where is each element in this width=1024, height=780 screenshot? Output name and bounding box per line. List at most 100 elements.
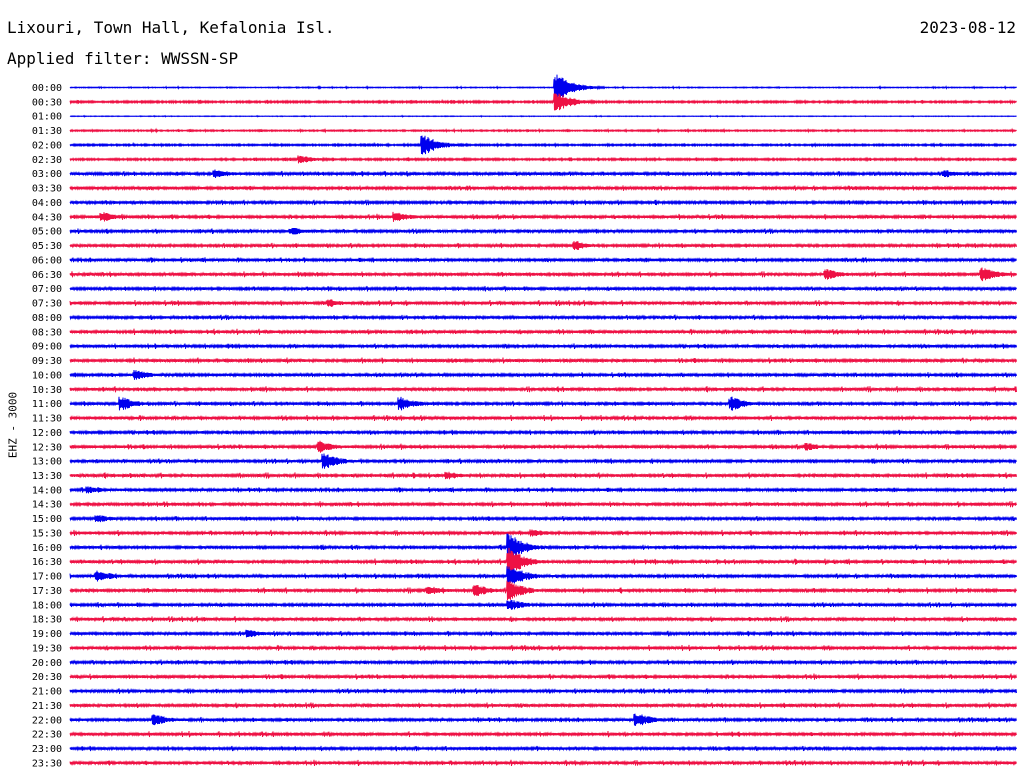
time-tick-label: 19:30 [32,643,62,654]
trace-line [69,702,1017,709]
trace-line [69,127,1017,134]
time-tick-label: 10:30 [32,385,62,396]
trace-line [69,135,1017,155]
time-tick-label: 02:00 [32,140,62,151]
trace-line [69,185,1017,192]
time-tick-label: 06:30 [32,270,62,281]
time-tick-label: 17:30 [32,586,62,597]
trace-line [69,285,1017,292]
time-tick-label: 05:30 [32,241,62,252]
time-tick-label: 15:00 [32,514,62,525]
time-tick-label: 02:30 [32,155,62,166]
trace-line [69,616,1017,623]
time-tick-label: 09:30 [32,356,62,367]
time-tick-label: 08:00 [32,313,62,324]
trace-line [69,314,1017,321]
station-name: Lixouri, Town Hall, Kefalonia Isl. [7,18,335,37]
time-tick-label: 23:30 [32,758,62,769]
trace-line [69,414,1017,422]
time-tick-label: 22:30 [32,730,62,741]
trace-line [69,169,1017,179]
trace-line [69,713,1017,726]
trace-line [69,440,1017,453]
trace-line [69,299,1017,307]
time-tick-label: 17:00 [32,572,62,583]
trace-line [69,759,1017,767]
trace-line [69,745,1017,752]
trace-line [69,357,1017,364]
time-tick-label: 18:00 [32,600,62,611]
trace-line [69,515,1017,523]
time-tick-label: 08:30 [32,327,62,338]
time-tick-label: 04:30 [32,212,62,223]
time-tick-label: 05:00 [32,227,62,238]
trace-line [69,644,1017,652]
time-tick-labels: 00:00 00:30 01:00 01:30 02:00 02:30 03:00 03:30… [32,83,62,769]
time-tick-label: 07:00 [32,284,62,295]
time-tick-label: 21:30 [32,701,62,712]
time-tick-label: 04:00 [32,198,62,209]
trace-line [69,486,1017,494]
trace-line [69,529,1017,537]
time-tick-label: 13:00 [32,457,62,468]
trace-line [69,673,1017,680]
trace-line [69,629,1017,638]
trace-line [69,343,1017,350]
time-tick-label: 03:00 [32,169,62,180]
trace-line [69,199,1017,206]
trace-line [69,155,1017,164]
trace-line [69,241,1017,251]
time-tick-label: 03:30 [32,184,62,195]
time-tick-label: 14:00 [32,485,62,496]
time-tick-label: 09:00 [32,342,62,353]
trace-line [69,429,1017,436]
record-date: 2023-08-12 [919,18,1016,37]
time-tick-label: 12:30 [32,442,62,453]
time-tick-label: 01:00 [32,112,62,123]
trace-line [69,501,1017,508]
time-tick-label: 19:00 [32,629,62,640]
time-tick-label: 12:00 [32,428,62,439]
trace-line [69,369,1017,380]
time-tick-label: 16:30 [32,557,62,568]
trace-line [69,267,1017,282]
trace-line [69,471,1017,480]
time-tick-label: 15:30 [32,528,62,539]
time-tick-label: 11:30 [32,414,62,425]
time-tick-label: 20:30 [32,672,62,683]
time-tick-label: 22:00 [32,715,62,726]
time-tick-label: 21:00 [32,687,62,698]
time-tick-label: 11:00 [32,399,62,410]
trace-line [69,114,1017,118]
time-tick-label: 01:30 [32,126,62,137]
trace-line [69,396,1017,411]
time-tick-label: 18:30 [32,615,62,626]
trace-line [69,580,1017,601]
time-tick-label: 07:30 [32,299,62,310]
seismogram-traces [69,74,1017,767]
trace-line [69,256,1017,263]
time-tick-label: 10:00 [32,370,62,381]
trace-line [69,228,1017,235]
trace-line [69,453,1017,469]
trace-line [69,386,1017,393]
trace-line [69,533,1017,562]
time-tick-label: 00:00 [32,83,62,94]
trace-line [69,731,1017,738]
trace-line [69,93,1017,111]
time-tick-label: 14:30 [32,500,62,511]
time-tick-label: 06:00 [32,255,62,266]
time-tick-label: 16:00 [32,543,62,554]
time-tick-label: 23:00 [32,744,62,755]
trace-line [69,211,1017,222]
trace-line [69,599,1017,610]
trace-line [69,74,1017,101]
trace-line [69,566,1017,586]
trace-line [69,547,1017,576]
trace-line [69,687,1017,695]
trace-line [69,328,1017,335]
time-tick-label: 13:30 [32,471,62,482]
time-tick-label: 00:30 [32,97,62,108]
time-tick-label: 20:00 [32,658,62,669]
